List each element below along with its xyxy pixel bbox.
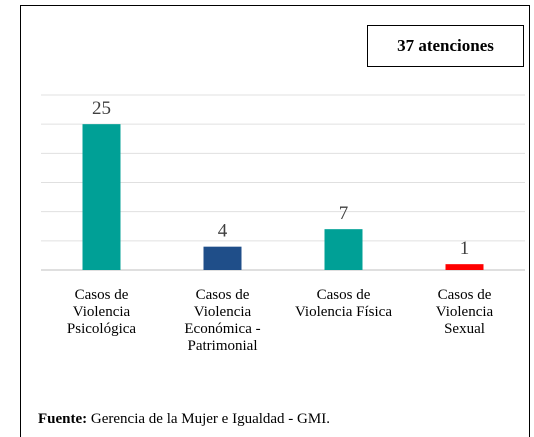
x-tick-label: Casos de Violencia Sexual (435, 287, 494, 337)
source-label: Fuente: (38, 411, 88, 427)
value-label: 4 (218, 221, 228, 242)
x-tick-label: Casos de Violencia Psicológica (66, 287, 137, 337)
value-label: 7 (339, 203, 349, 224)
value-label: 25 (92, 98, 111, 119)
annotation: 37 atenciones (367, 25, 524, 67)
x-tick-label: Casos de Violencia Física (295, 287, 392, 320)
source-text: Gerencia de la Mujer e Igualdad - GMI. (90, 411, 330, 427)
bar (82, 124, 121, 271)
bar (324, 229, 363, 270)
x-tick-label: Casos de Violencia Económica - Patrimoni… (184, 287, 261, 354)
frame (20, 5, 530, 437)
bar (445, 264, 484, 270)
bar (203, 246, 242, 270)
value-label: 1 (460, 238, 470, 259)
source: Fuente: Gerencia de la Mujer e Igualdad … (38, 411, 330, 428)
